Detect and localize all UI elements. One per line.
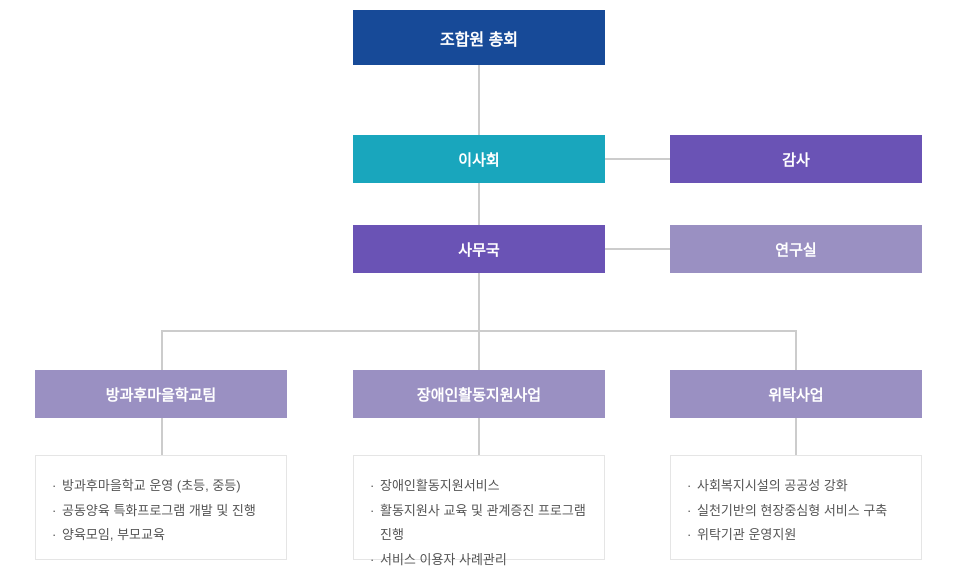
line-to-team1 (161, 330, 163, 370)
detail-item: 위탁기관 운영지원 (687, 523, 905, 548)
node-team3: 위탁사업 (670, 370, 922, 418)
line-office-lab (605, 248, 670, 250)
node-lab: 연구실 (670, 225, 922, 273)
node-team2: 장애인활동지원사업 (353, 370, 605, 418)
node-board: 이사회 (353, 135, 605, 183)
line-board-office (478, 183, 480, 225)
node-team1: 방과후마을학교팀 (35, 370, 287, 418)
detail-item: 방과후마을학교 운영 (초등, 중등) (52, 474, 270, 499)
detail-item: 공동양육 특화프로그램 개발 및 진행 (52, 499, 270, 524)
detail-item: 양육모임, 부모교육 (52, 523, 270, 548)
detail-item: 장애인활동지원서비스 (370, 474, 588, 499)
node-office: 사무국 (353, 225, 605, 273)
line-to-team3 (795, 330, 797, 370)
node-root: 조합원 총회 (353, 10, 605, 65)
line-to-team2 (478, 330, 480, 370)
detail-item: 서비스 이용자 사례관리 (370, 548, 588, 573)
detail-team1: 방과후마을학교 운영 (초등, 중등) 공동양육 특화프로그램 개발 및 진행 … (35, 455, 287, 560)
detail-item: 실천기반의 현장중심형 서비스 구축 (687, 499, 905, 524)
line-root-board (478, 65, 480, 135)
line-team2-detail (478, 418, 480, 455)
node-audit: 감사 (670, 135, 922, 183)
line-team3-detail (795, 418, 797, 455)
line-team1-detail (161, 418, 163, 455)
line-office-down (478, 273, 480, 330)
detail-item: 사회복지시설의 공공성 강화 (687, 474, 905, 499)
line-board-audit (605, 158, 670, 160)
detail-team2: 장애인활동지원서비스 활동지원사 교육 및 관계증진 프로그램 진행 서비스 이… (353, 455, 605, 560)
detail-team3: 사회복지시설의 공공성 강화 실천기반의 현장중심형 서비스 구축 위탁기관 운… (670, 455, 922, 560)
detail-item: 활동지원사 교육 및 관계증진 프로그램 진행 (370, 499, 588, 548)
